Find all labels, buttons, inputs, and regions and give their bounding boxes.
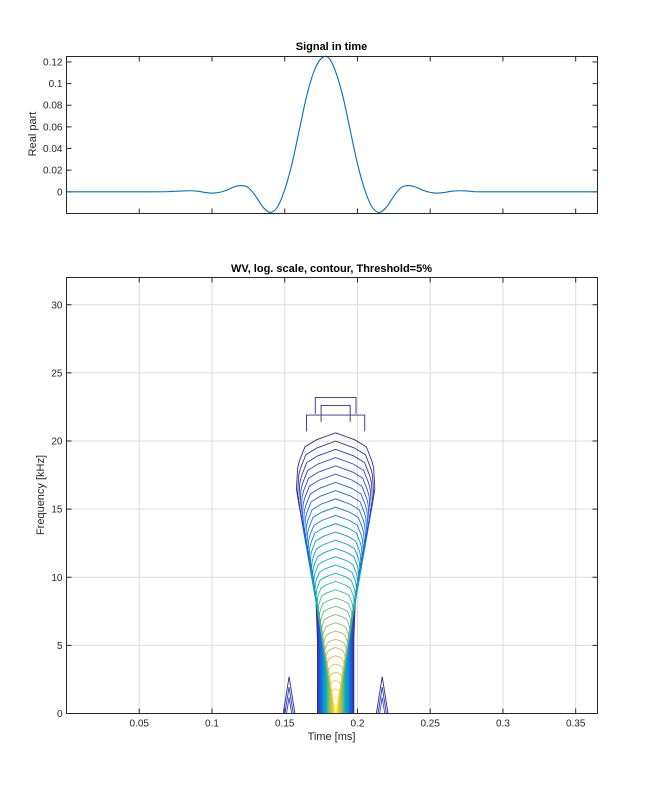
x-tick-label: 0.05: [130, 719, 150, 730]
side-lobe-contour: [284, 686, 294, 714]
signal-plot-y-ticks: 0 0.02 0.04 0.06 0.08 0.1 0.12: [43, 57, 598, 198]
wv-contour-plot: WV, log. scale, contour, Threshold=5% Ti…: [35, 263, 598, 743]
y-tick-label: 0.04: [43, 144, 63, 155]
y-tick-label: 0.12: [43, 57, 63, 68]
y-tick-label: 15: [51, 505, 63, 516]
y-tick-label: 0.1: [49, 79, 63, 90]
y-tick-label: 5: [57, 641, 63, 652]
wv-plot-xlabel: Time [ms]: [308, 731, 356, 743]
side-lobe-contour: [282, 676, 296, 714]
side-lobe-contour: [377, 686, 387, 714]
contour-level: [299, 457, 372, 714]
wv-contours: [282, 396, 389, 714]
y-tick-label: 10: [51, 573, 63, 584]
signal-line: [66, 55, 598, 213]
signal-plot-x-ticks: [138, 56, 577, 214]
signal-plot-ylabel: Real part: [27, 112, 39, 157]
wv-plot-y-ticks: 0 5 10 15 20 25 30: [51, 300, 598, 720]
contour-level: [333, 704, 338, 714]
y-tick-label: 0: [57, 187, 63, 198]
x-tick-label: 0.1: [205, 719, 219, 730]
y-tick-label: 0: [57, 709, 63, 720]
contour-level: [306, 414, 366, 432]
wv-plot-x-ticks: 0.05 0.1 0.15 0.2 0.25 0.3 0.35: [130, 277, 586, 730]
contour-level: [314, 396, 357, 414]
y-tick-label: 20: [51, 437, 63, 448]
wv-plot-ylabel: Frequency [kHz]: [35, 455, 47, 535]
signal-plot-frame: [66, 56, 598, 214]
x-tick-label: 0.25: [420, 719, 440, 730]
wv-plot-frame: [66, 277, 598, 714]
signal-plot-title: Signal in time: [296, 41, 368, 53]
x-tick-label: 0.35: [566, 719, 586, 730]
wv-plot-title: WV, log. scale, contour, Threshold=5%: [231, 263, 432, 275]
x-tick-label: 0.15: [275, 719, 295, 730]
contour-level: [320, 405, 351, 422]
x-tick-label: 0.3: [496, 719, 510, 730]
signal-plot: Signal in time Real part 0 0.02 0.04 0.06 0.…: [27, 41, 598, 214]
y-tick-label: 25: [51, 368, 63, 379]
y-tick-label: 0.06: [43, 122, 63, 133]
contour-level: [306, 506, 366, 714]
side-lobe-contour: [379, 697, 386, 714]
y-tick-label: 0.02: [43, 166, 63, 177]
wv-grid: [66, 277, 598, 714]
side-lobe-contour: [286, 697, 293, 714]
y-tick-label: 0.08: [43, 101, 63, 112]
side-lobe-contour: [375, 676, 389, 714]
y-tick-label: 30: [51, 300, 63, 311]
x-tick-label: 0.2: [351, 719, 365, 730]
